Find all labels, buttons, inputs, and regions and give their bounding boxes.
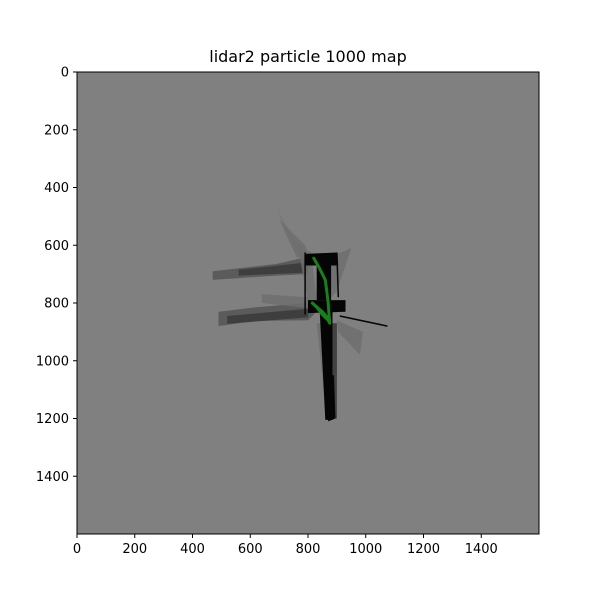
- x-tick-label-1200: 1200: [407, 542, 440, 557]
- y-tick-label-200: 200: [44, 123, 69, 138]
- y-tick-label-1400: 1400: [36, 470, 69, 485]
- x-tick-label-400: 400: [180, 542, 205, 557]
- x-tick-label-600: 600: [238, 542, 263, 557]
- y-tick-label-400: 400: [44, 181, 69, 196]
- x-tick-label-0: 0: [73, 542, 81, 557]
- y-tick-label-800: 800: [44, 297, 69, 312]
- occupied-wall-2: [336, 252, 340, 298]
- y-tick-label-1000: 1000: [36, 354, 69, 369]
- x-axis: 0 200 400 600 800 1000 1200 1400: [73, 534, 498, 557]
- x-tick-label-800: 800: [296, 542, 321, 557]
- y-tick-label-600: 600: [44, 239, 69, 254]
- free-region-3: [238, 262, 306, 276]
- y-tick-label-1200: 1200: [36, 412, 69, 427]
- occupied-wall-0: [339, 315, 388, 327]
- free-region-2: [227, 308, 308, 324]
- occupied-region-4: [325, 375, 336, 422]
- x-tick-label-1400: 1400: [465, 542, 498, 557]
- free-region-11: [261, 294, 314, 309]
- y-tick-label-0: 0: [61, 66, 69, 81]
- chart-title: lidar2 particle 1000 map: [209, 47, 407, 66]
- trajectory-line: [310, 256, 332, 325]
- trajectory-layer: [310, 256, 332, 325]
- free-region-5: [279, 219, 311, 260]
- x-tick-label-200: 200: [122, 542, 147, 557]
- free-region-8: [336, 320, 363, 355]
- y-axis: 0 200 400 600 800 1000 1200 1400: [36, 66, 77, 485]
- x-tick-label-1000: 1000: [349, 542, 382, 557]
